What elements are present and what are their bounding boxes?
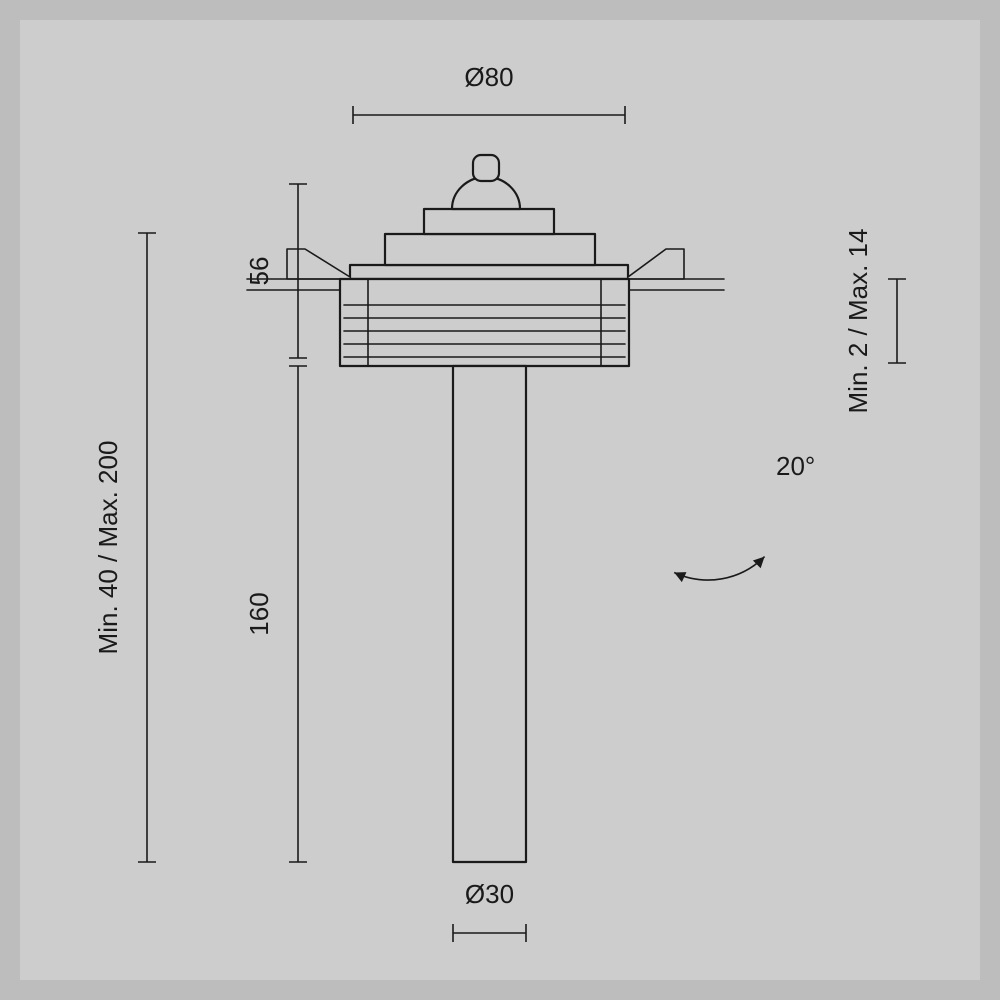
dim-d80-label: Ø80 <box>464 62 513 92</box>
dim-d30-label: Ø30 <box>465 879 514 909</box>
dim-range-t-label: Min. 2 / Max. 14 <box>843 229 873 414</box>
dim-range-h-label: Min. 40 / Max. 200 <box>93 441 123 655</box>
dim-56-label: 56 <box>244 257 274 286</box>
angle-label: 20° <box>776 451 815 481</box>
dim-160-label: 160 <box>244 592 274 635</box>
